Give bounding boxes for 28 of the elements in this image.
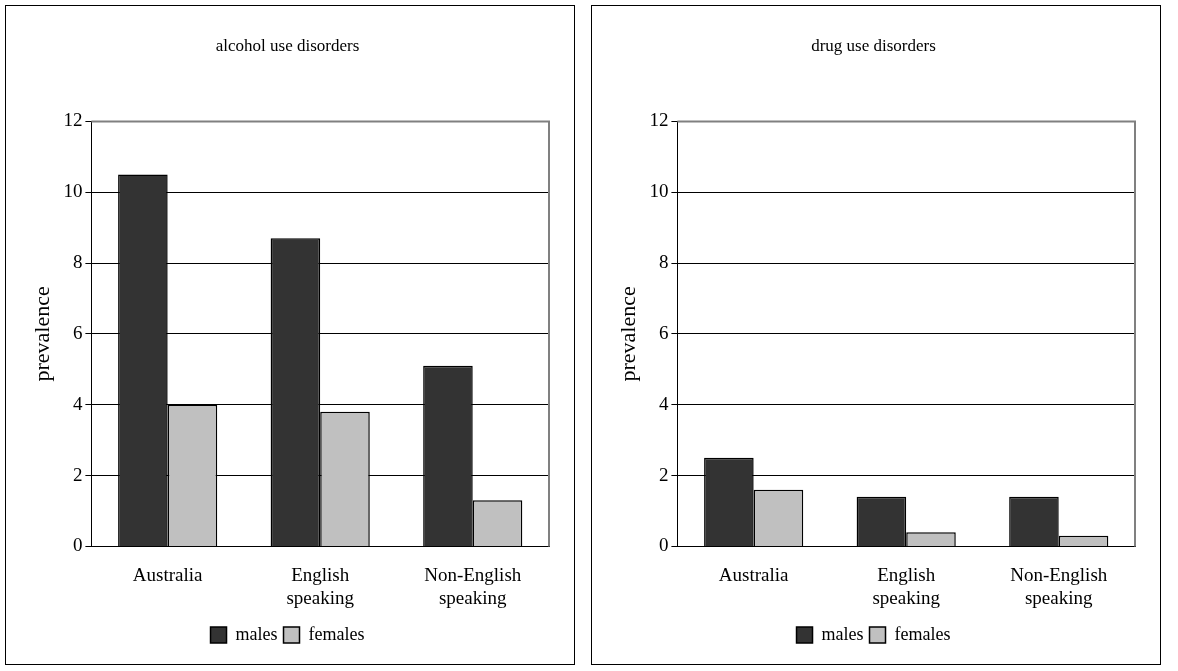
y-tick-label: 8	[72, 251, 83, 273]
y-tick-label: 0	[72, 534, 83, 556]
x-tick-label: Australia	[718, 563, 790, 585]
y-tick-label: 0	[658, 534, 669, 556]
legend-label: females	[308, 623, 365, 644]
y-axis-title: prevalence	[614, 286, 640, 382]
x-tick-label: Non-English speaking	[424, 563, 522, 608]
x-tick-label: Non-English speaking	[1010, 563, 1108, 608]
x-tick-label: English speaking	[286, 563, 355, 608]
y-tick-label: 2	[72, 463, 83, 485]
y-tick-label: 12	[63, 109, 83, 131]
y-tick-label: 10	[649, 180, 669, 202]
y-tick-label: 4	[72, 392, 83, 414]
y-tick-label: 8	[658, 251, 669, 273]
x-tick-label: English speaking	[872, 563, 941, 608]
y-tick-label: 10	[63, 180, 83, 202]
chart-title: alcohol use disorders	[215, 35, 360, 55]
legend-label: males	[821, 623, 864, 644]
legend-label: males	[235, 623, 278, 644]
y-tick-label: 12	[649, 109, 669, 131]
y-tick-label: 2	[658, 463, 669, 485]
legend-label: females	[894, 623, 951, 644]
chart-title: drug use disorders	[811, 35, 936, 55]
x-tick-label: Australia	[132, 563, 204, 585]
y-tick-label: 6	[658, 321, 669, 343]
y-tick-label: 4	[658, 392, 669, 414]
y-axis-title: prevalence	[28, 286, 54, 382]
y-tick-label: 6	[72, 321, 83, 343]
